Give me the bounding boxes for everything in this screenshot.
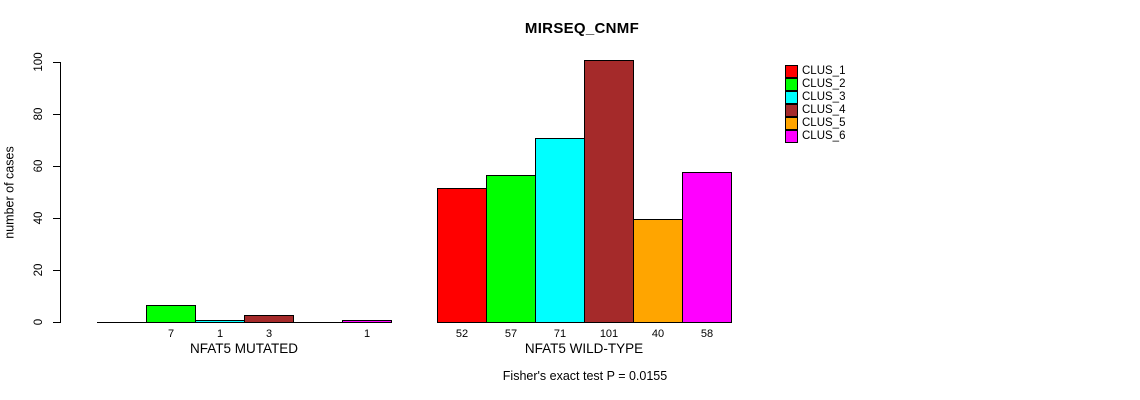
x-group-label: NFAT5 MUTATED <box>190 341 298 356</box>
legend: CLUS_1 CLUS_2 CLUS_3 CLUS_4 CLUS_5 CLUS_6 <box>785 65 846 143</box>
y-axis-tick <box>53 270 60 271</box>
y-axis-tick <box>53 218 60 219</box>
bar-value-label: 71 <box>553 328 567 340</box>
bar-clus_4 <box>584 60 634 323</box>
bar-clus_6 <box>682 172 732 323</box>
bar-value-label: 101 <box>599 328 619 340</box>
y-axis-label: number of cases <box>2 146 17 239</box>
bar-value-label: 7 <box>167 328 175 340</box>
bar-value-label: 1 <box>363 328 371 340</box>
legend-label: CLUS_2 <box>802 78 846 90</box>
y-axis-tick-label: 60 <box>33 159 45 173</box>
legend-item: CLUS_2 <box>785 78 846 91</box>
y-axis-tick-label: 40 <box>33 211 45 225</box>
legend-swatch <box>785 104 798 117</box>
legend-label: CLUS_6 <box>802 130 846 142</box>
legend-swatch <box>785 117 798 130</box>
bar-value-label: 52 <box>455 328 469 340</box>
legend-item: CLUS_5 <box>785 117 846 130</box>
legend-item: CLUS_3 <box>785 91 846 104</box>
bar-clus_5 <box>633 219 683 323</box>
legend-label: CLUS_1 <box>802 65 846 77</box>
bar-value-label: 1 <box>216 328 224 340</box>
y-axis-line <box>60 62 61 323</box>
y-axis-tick <box>53 114 60 115</box>
chart-title: MIRSEQ_CNMF <box>524 20 640 37</box>
bar-value-label: 40 <box>651 328 665 340</box>
bar-clus_3 <box>535 138 585 323</box>
bar-clus_2 <box>486 175 536 323</box>
legend-swatch <box>785 78 798 91</box>
legend-item: CLUS_4 <box>785 104 846 117</box>
y-axis-tick-label: 80 <box>33 107 45 121</box>
y-axis-tick <box>53 322 60 323</box>
bar-clus_2 <box>146 305 196 323</box>
y-axis-tick-label: 0 <box>33 318 45 326</box>
legend-label: CLUS_4 <box>802 104 846 116</box>
bar-value-label: 57 <box>504 328 518 340</box>
legend-item: CLUS_6 <box>785 130 846 143</box>
x-group-label: NFAT5 WILD-TYPE <box>524 341 644 356</box>
bar-clus_1 <box>437 188 487 323</box>
bar-value-label: 3 <box>265 328 273 340</box>
bar-clus_4 <box>244 315 294 323</box>
y-axis-tick <box>53 62 60 63</box>
y-axis-tick-label: 20 <box>33 263 45 277</box>
legend-item: CLUS_1 <box>785 65 846 78</box>
bar-clus_6 <box>342 320 392 323</box>
bar-clus_3 <box>195 320 245 323</box>
y-axis-tick <box>53 166 60 167</box>
legend-label: CLUS_3 <box>802 91 846 103</box>
y-axis-tick-label: 100 <box>33 52 45 72</box>
bar-value-label: 58 <box>700 328 714 340</box>
stat-annotation: Fisher's exact test P = 0.0155 <box>502 369 668 383</box>
legend-swatch <box>785 130 798 143</box>
legend-label: CLUS_5 <box>802 117 846 129</box>
legend-swatch <box>785 65 798 78</box>
legend-swatch <box>785 91 798 104</box>
